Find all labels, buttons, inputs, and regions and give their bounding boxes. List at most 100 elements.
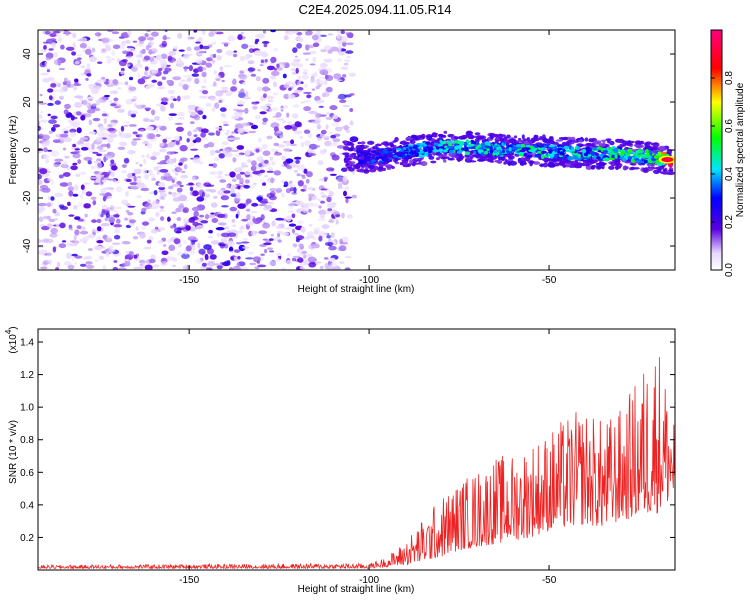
y-tick-label: 20 xyxy=(22,96,33,108)
noise-blob xyxy=(111,31,120,35)
noise-blob xyxy=(323,240,331,243)
noise-blob xyxy=(62,84,66,90)
noise-blob xyxy=(199,95,208,99)
noise-blob xyxy=(335,126,343,132)
noise-blob xyxy=(297,38,304,42)
noise-blob xyxy=(158,181,166,188)
noise-blob xyxy=(239,177,244,184)
noise-blob xyxy=(52,124,61,128)
noise-blob xyxy=(305,58,309,61)
noise-blob xyxy=(210,240,220,245)
noise-blob xyxy=(192,190,199,197)
noise-blob xyxy=(202,114,207,120)
noise-blob xyxy=(147,199,151,204)
noise-blob xyxy=(187,76,193,82)
snr-multiplier: (x104) xyxy=(4,326,19,353)
noise-blob xyxy=(321,92,330,98)
noise-blob xyxy=(68,243,78,247)
noise-blob xyxy=(342,104,351,107)
noise-blob xyxy=(351,194,358,199)
signal-core-blob xyxy=(446,145,453,149)
noise-blob xyxy=(183,75,191,78)
noise-blob xyxy=(196,196,205,202)
noise-blob xyxy=(161,250,169,256)
noise-blob xyxy=(303,184,307,191)
noise-blob xyxy=(292,255,301,258)
noise-blob xyxy=(38,102,48,105)
noise-blob xyxy=(141,154,145,158)
noise-blob xyxy=(200,132,207,138)
noise-blob xyxy=(91,47,96,53)
noise-blob xyxy=(219,242,225,249)
noise-blob xyxy=(221,79,225,83)
y-tick-label: 0.6 xyxy=(20,468,34,479)
signal-core-blob xyxy=(539,145,542,149)
noise-blob xyxy=(95,136,104,143)
noise-blob xyxy=(231,115,240,120)
signal-core-blob xyxy=(592,147,598,151)
noise-blob xyxy=(94,107,101,112)
signal-core-blob xyxy=(596,156,601,160)
noise-blob xyxy=(270,148,279,153)
noise-blob xyxy=(306,231,315,237)
noise-blob xyxy=(193,114,201,121)
noise-blob xyxy=(72,42,76,49)
noise-blob xyxy=(326,196,332,203)
signal-halo-blob xyxy=(593,141,600,145)
noise-blob xyxy=(38,125,41,132)
noise-blob xyxy=(249,262,257,266)
noise-blob xyxy=(156,169,160,175)
noise-blob xyxy=(83,113,92,118)
noise-blob xyxy=(279,107,285,111)
noise-blob xyxy=(262,30,267,34)
noise-blob xyxy=(245,198,252,204)
signal-core-blob xyxy=(606,149,612,154)
noise-blob xyxy=(67,181,73,187)
noise-blob xyxy=(297,180,304,187)
noise-blob xyxy=(139,232,146,239)
signal-halo-blob xyxy=(586,143,593,146)
noise-blob xyxy=(239,55,246,62)
noise-blob xyxy=(241,122,250,127)
noise-blob xyxy=(195,183,205,189)
signal-halo-blob xyxy=(356,168,364,173)
noise-blob xyxy=(209,171,218,175)
noise-blob xyxy=(197,110,204,115)
noise-blob xyxy=(268,201,274,205)
noise-blob xyxy=(336,33,341,40)
noise-blob xyxy=(252,182,257,186)
noise-blob xyxy=(291,72,298,75)
noise-blob xyxy=(48,130,53,134)
signal-core-blob xyxy=(547,153,550,157)
noise-blob xyxy=(163,172,171,177)
noise-blob xyxy=(70,115,75,121)
noise-blob xyxy=(102,195,107,202)
noise-blob xyxy=(301,238,311,240)
noise-blob xyxy=(188,65,193,72)
noise-blob xyxy=(69,128,77,133)
noise-blob xyxy=(182,239,187,244)
signal-halo-blob xyxy=(520,159,527,165)
signal-core-blob xyxy=(630,155,636,158)
noise-blob xyxy=(168,113,177,116)
signal-core-blob xyxy=(480,152,485,156)
noise-blob xyxy=(311,120,321,124)
noise-blob xyxy=(326,86,333,93)
signal-core-blob xyxy=(378,160,384,163)
noise-blob xyxy=(155,211,160,217)
noise-blob xyxy=(50,83,57,88)
signal-core-blob xyxy=(443,149,448,153)
noise-blob xyxy=(95,99,101,106)
noise-blob xyxy=(63,260,72,266)
noise-blob xyxy=(59,206,69,210)
noise-blob xyxy=(159,59,168,65)
noise-blob xyxy=(302,72,308,75)
noise-blob xyxy=(268,238,274,241)
noise-blob xyxy=(93,182,100,185)
noise-blob xyxy=(148,235,154,241)
noise-blob xyxy=(187,34,191,41)
noise-blob xyxy=(60,44,65,50)
noise-blob xyxy=(75,111,82,116)
signal-core-blob xyxy=(590,151,596,156)
signal-core-blob xyxy=(463,141,468,146)
